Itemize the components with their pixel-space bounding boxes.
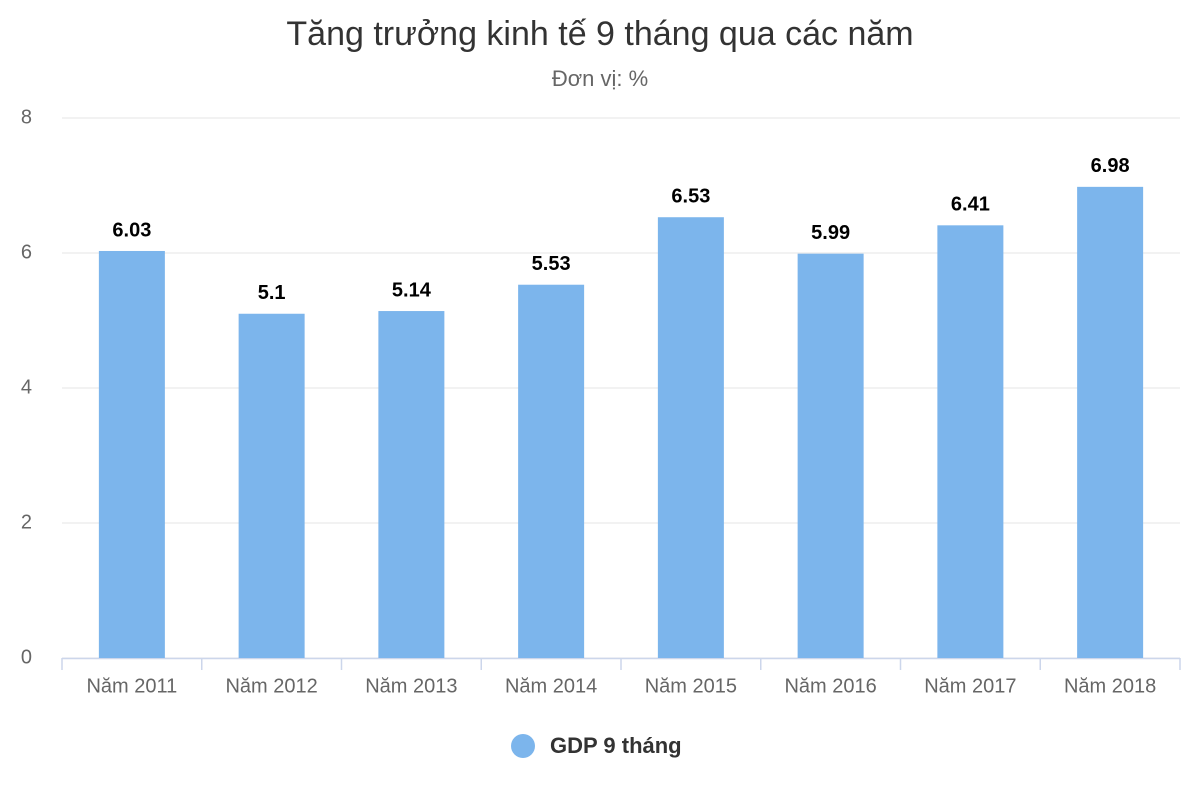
data-label: 5.1 — [258, 282, 286, 304]
y-tick-label: 6 — [21, 241, 32, 263]
bar — [238, 313, 305, 658]
bar — [937, 225, 1004, 658]
x-tick-label: Năm 2017 — [924, 675, 1016, 697]
x-tick-label: Năm 2012 — [225, 675, 317, 697]
x-tick-label: Năm 2018 — [1064, 675, 1156, 697]
y-tick-label: 8 — [21, 106, 32, 128]
bar — [797, 253, 864, 659]
chart-subtitle: Đơn vị: % — [552, 66, 648, 91]
x-tick-label: Năm 2014 — [505, 675, 597, 697]
bar — [1077, 186, 1144, 658]
data-label: 5.53 — [532, 253, 571, 275]
legend-marker — [511, 734, 535, 758]
data-label: 6.53 — [671, 186, 710, 208]
y-tick-label: 4 — [21, 376, 32, 398]
x-tick-label: Năm 2015 — [645, 675, 737, 697]
bar — [378, 311, 445, 658]
data-label: 5.14 — [392, 279, 432, 301]
y-tick-label: 0 — [21, 646, 32, 668]
data-label: 6.41 — [951, 194, 990, 216]
data-label: 5.99 — [811, 222, 850, 244]
y-tick-label: 2 — [21, 511, 32, 533]
legend-label: GDP 9 tháng — [550, 733, 682, 758]
data-label: 6.03 — [112, 219, 151, 241]
chart-title: Tăng trưởng kinh tế 9 tháng qua các năm — [286, 15, 913, 53]
bar — [98, 250, 165, 658]
bar — [657, 217, 724, 658]
x-tick-label: Năm 2016 — [784, 675, 876, 697]
bar — [518, 284, 585, 658]
x-tick-label: Năm 2013 — [365, 675, 457, 697]
data-label: 6.98 — [1091, 155, 1130, 177]
x-tick-label: Năm 2011 — [86, 675, 177, 697]
